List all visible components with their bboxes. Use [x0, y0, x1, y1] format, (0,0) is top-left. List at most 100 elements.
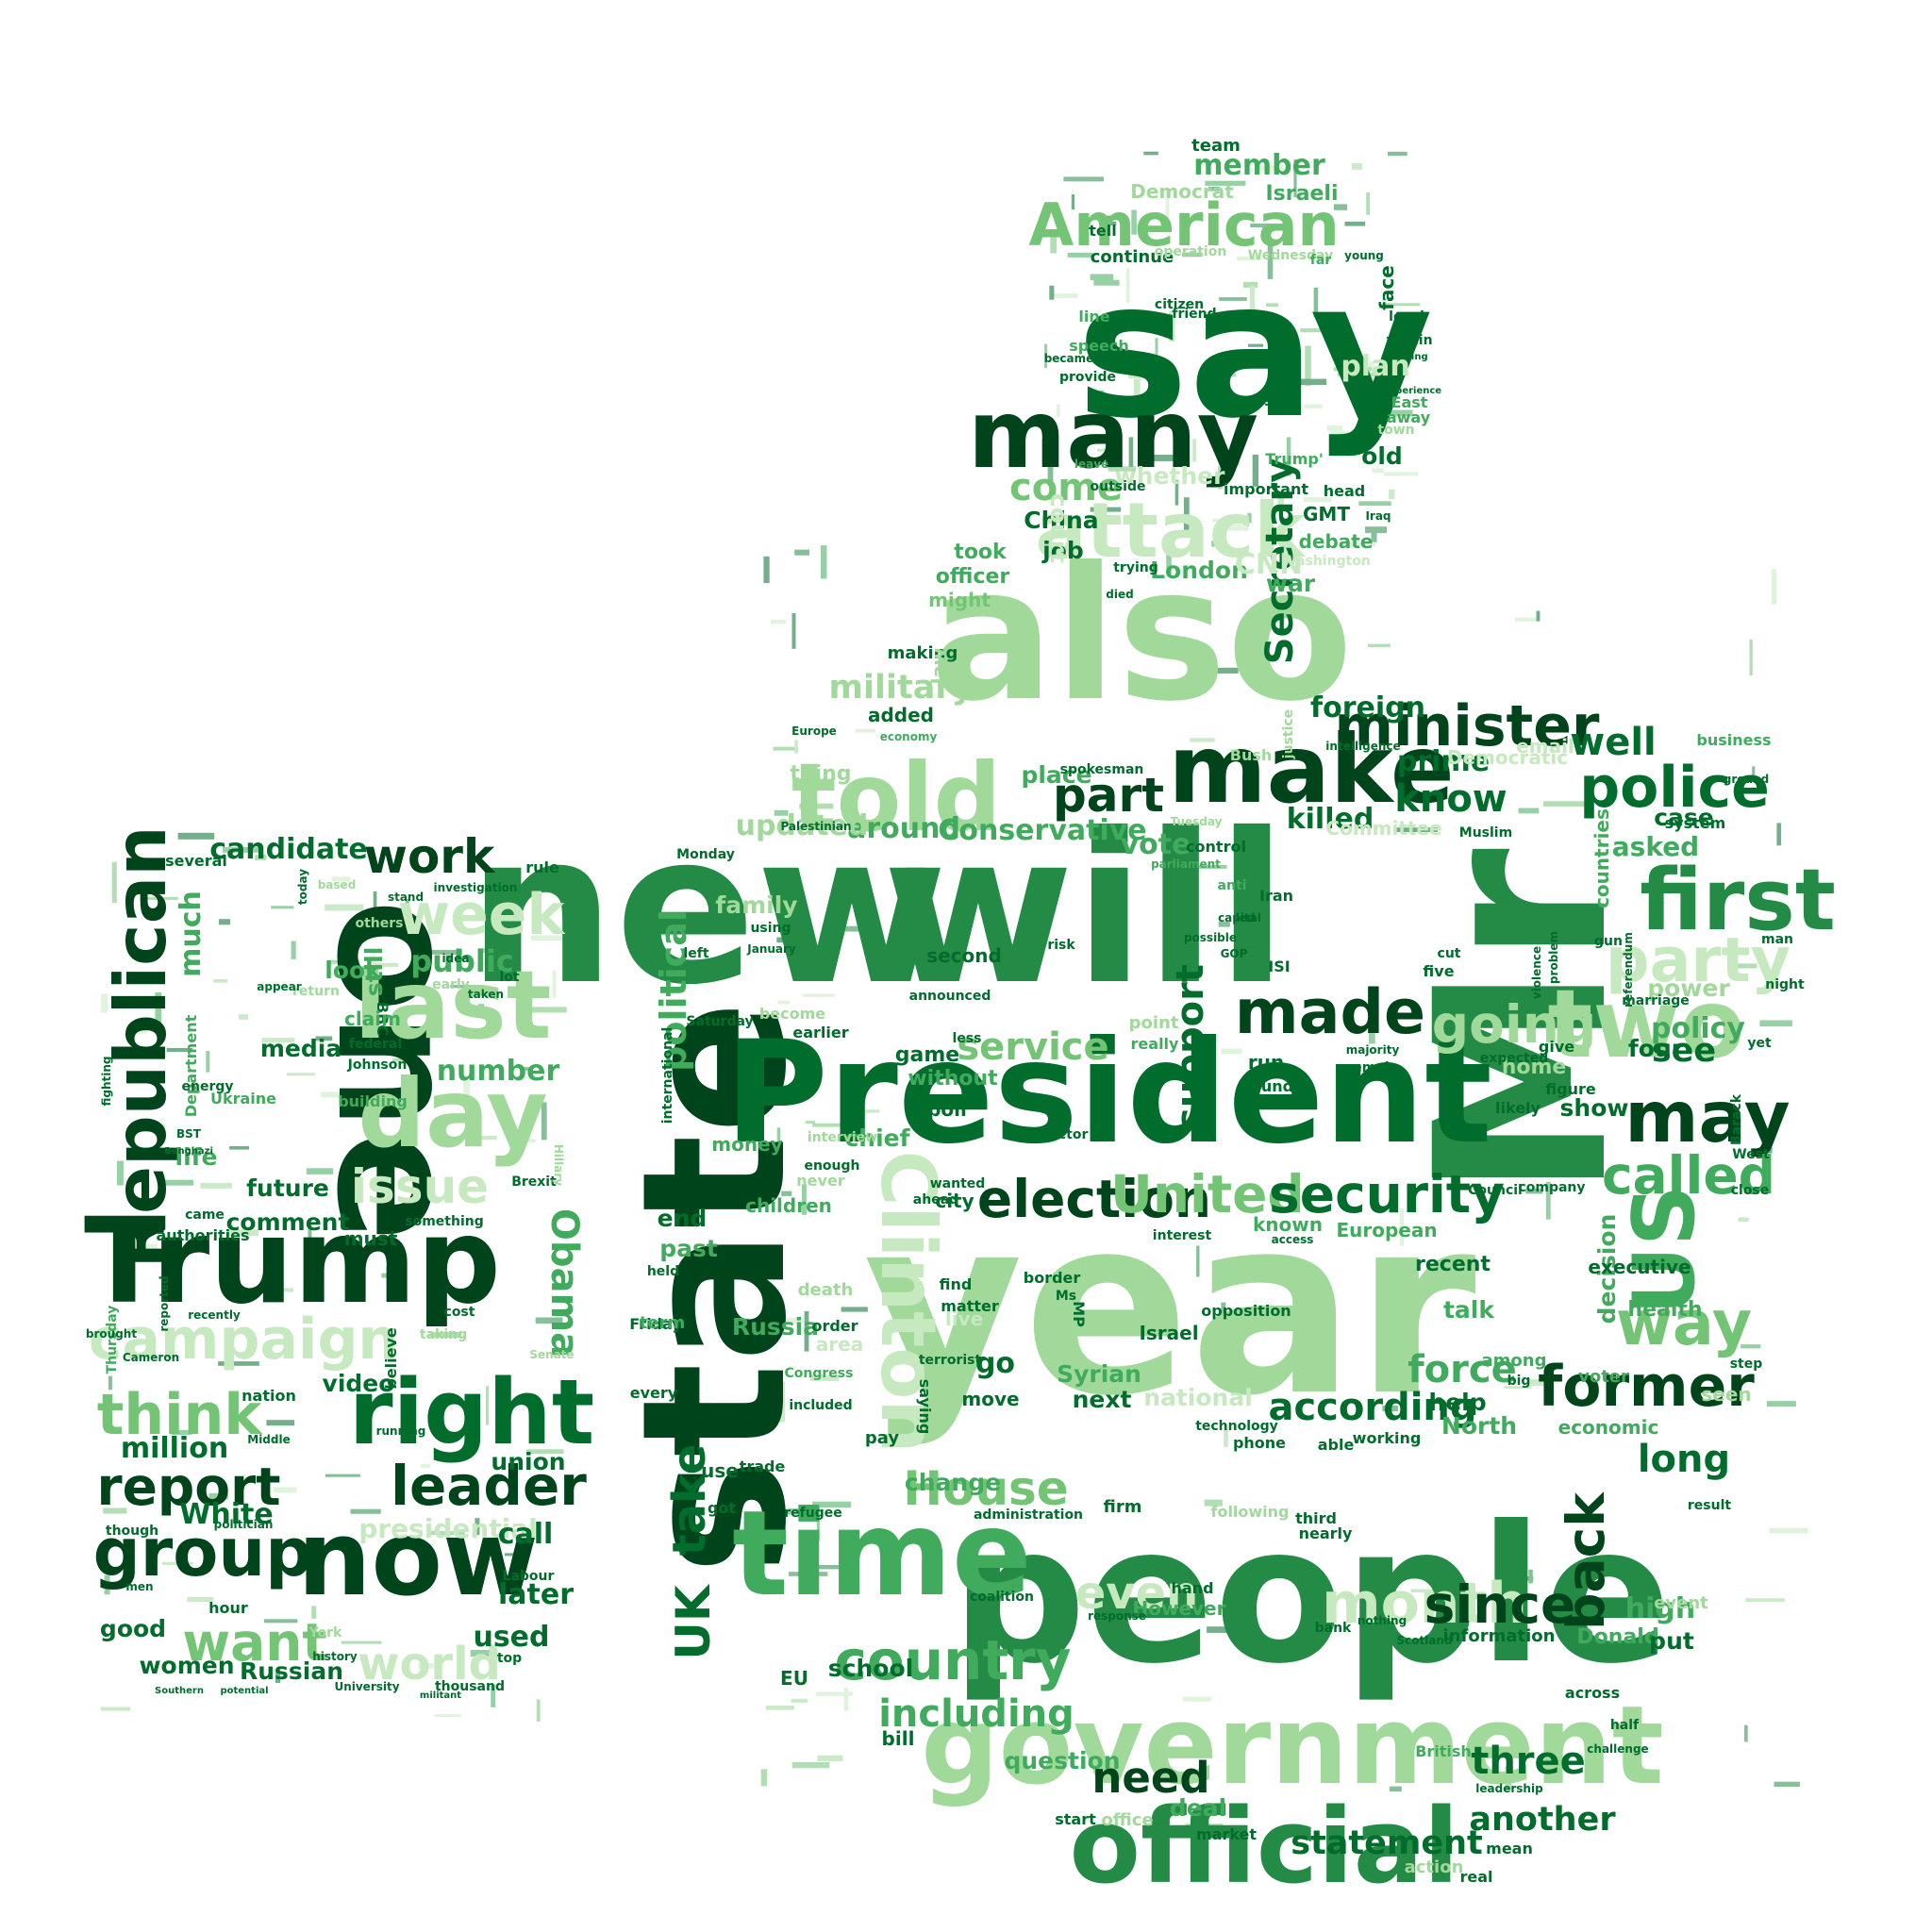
filler-mark [1380, 303, 1420, 307]
word-will: will [882, 789, 1287, 1030]
word-stand: stand [388, 891, 424, 904]
word-business: business [1696, 731, 1771, 749]
filler-mark [1366, 192, 1371, 215]
word-saying: saying [916, 1379, 934, 1435]
word-issue: issue [351, 1159, 489, 1214]
word-may: may [1624, 1075, 1790, 1158]
word-tell: tell [1089, 222, 1116, 240]
filler-mark [1326, 425, 1343, 431]
filler-mark [275, 1288, 293, 1292]
word-british: British [1415, 1742, 1472, 1760]
filler-mark [1745, 1598, 1785, 1603]
word-police: police [1579, 755, 1770, 821]
word-debate: debate [1299, 530, 1374, 553]
word-bbc: BBC [374, 1002, 391, 1036]
word-children: children [745, 1194, 832, 1217]
filler-mark [206, 1051, 210, 1073]
filler-mark [1169, 310, 1175, 342]
word-used: used [473, 1621, 549, 1654]
filler-mark [1196, 1245, 1200, 1277]
filler-mark [226, 1229, 258, 1236]
word-across: across [1565, 1684, 1620, 1702]
word-government: government [921, 1683, 1664, 1809]
word-tuesday: Tuesday [1171, 815, 1223, 828]
word-expected: expected [1480, 1051, 1549, 1066]
word-candidate: candidate [209, 833, 368, 866]
word-company: company [1518, 1180, 1585, 1195]
filler-mark [1300, 328, 1334, 333]
word-past: past [659, 1235, 718, 1262]
filler-mark [271, 906, 294, 909]
filler-mark [773, 746, 798, 751]
word-head: head [1324, 482, 1366, 500]
word-building: building [338, 1092, 408, 1110]
word-cut: cut [1438, 946, 1461, 961]
filler-mark [1049, 293, 1078, 298]
filler-mark [478, 948, 500, 953]
filler-mark [264, 1619, 298, 1624]
filler-mark [1191, 864, 1227, 869]
word-town: town [1377, 423, 1414, 438]
filler-mark [1211, 518, 1243, 523]
word-mr: Mr [1385, 848, 1659, 1199]
filler-mark [1090, 507, 1122, 512]
word-thing: thing [790, 762, 851, 786]
filler-mark [1536, 1759, 1549, 1766]
word-experience: experience [1383, 386, 1441, 396]
word-second: second [926, 944, 1002, 967]
word-outside: outside [1091, 479, 1146, 494]
word-iran: Iran [1259, 887, 1293, 905]
filler-mark [1337, 373, 1378, 376]
word-good: good [100, 1615, 166, 1642]
filler-mark [1215, 525, 1249, 531]
word-muslim: Muslim [1459, 825, 1512, 841]
word-washington: Washington [1282, 554, 1371, 569]
word-group: group [93, 1514, 313, 1591]
filler-mark [1237, 256, 1262, 260]
word-nation: nation [242, 1387, 296, 1405]
word-power: power [1647, 974, 1730, 1002]
word-terrorist: terrorist [919, 1353, 982, 1368]
word-know: know [1394, 777, 1507, 821]
word-ukraine: Ukraine [210, 1090, 276, 1108]
word-support: support [1169, 964, 1212, 1130]
word-plan: plan [1341, 350, 1409, 383]
filler-mark [1056, 404, 1060, 418]
word-conservative: Conservative [938, 814, 1146, 847]
filler-mark [526, 1449, 564, 1454]
filler-texture [100, 151, 1808, 1828]
word-claim: claim [344, 1008, 401, 1030]
filler-mark [1733, 963, 1757, 969]
word-idea: idea [442, 952, 470, 965]
filler-mark [161, 1561, 193, 1565]
word-start: start [1055, 1810, 1096, 1828]
filler-mark [1546, 991, 1587, 995]
word-donald: Donald [1576, 1625, 1658, 1649]
word-show: show [1560, 1094, 1629, 1122]
word-media: media [260, 1035, 341, 1062]
word-matter: matter [941, 1297, 999, 1315]
word-four: four [1628, 1035, 1684, 1062]
word-senate: Senate [529, 1348, 574, 1361]
filler-mark [1313, 287, 1319, 318]
filler-mark [1368, 643, 1391, 647]
filler-mark [152, 1124, 165, 1129]
word-video: video [323, 1370, 395, 1397]
filler-mark [1049, 285, 1055, 300]
word-democrat: Democrat [1130, 180, 1234, 203]
word-firm: firm [1104, 1497, 1142, 1517]
filler-mark [116, 1160, 124, 1186]
filler-mark [1769, 1527, 1808, 1534]
filler-mark [142, 896, 178, 900]
word-case: case [1654, 804, 1714, 831]
filler-mark [101, 993, 108, 1013]
word-whether: whether [1115, 462, 1226, 490]
word-question: question [1004, 1747, 1120, 1774]
filler-mark [816, 1504, 820, 1541]
word-believe: believe [382, 1327, 400, 1390]
filler-mark [1050, 235, 1058, 254]
word-people: people [951, 1486, 1672, 1706]
filler-mark [1257, 165, 1284, 172]
word-think: think [97, 1382, 264, 1448]
word-federal: federal [349, 1037, 402, 1052]
